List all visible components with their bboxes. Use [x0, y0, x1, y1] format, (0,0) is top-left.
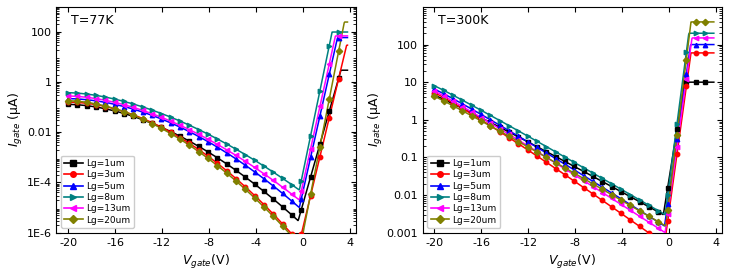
Legend: Lg=1um, Lg=3um, Lg=5um, Lg=8um, Lg=13um, Lg=20um: Lg=1um, Lg=3um, Lg=5um, Lg=8um, Lg=13um,… [427, 156, 500, 228]
X-axis label: $V_{gate}$(V): $V_{gate}$(V) [548, 253, 596, 271]
Legend: Lg=1um, Lg=3um, Lg=5um, Lg=8um, Lg=13um, Lg=20um: Lg=1um, Lg=3um, Lg=5um, Lg=8um, Lg=13um,… [61, 156, 134, 228]
Y-axis label: $I_{gate}$ (μA): $I_{gate}$ (μA) [7, 92, 25, 147]
X-axis label: $V_{gate}$(V): $V_{gate}$(V) [182, 253, 230, 271]
Text: T=300K: T=300K [437, 14, 488, 27]
Text: T=77K: T=77K [71, 14, 114, 27]
Y-axis label: $I_{gate}$ (μA): $I_{gate}$ (μA) [367, 92, 385, 147]
